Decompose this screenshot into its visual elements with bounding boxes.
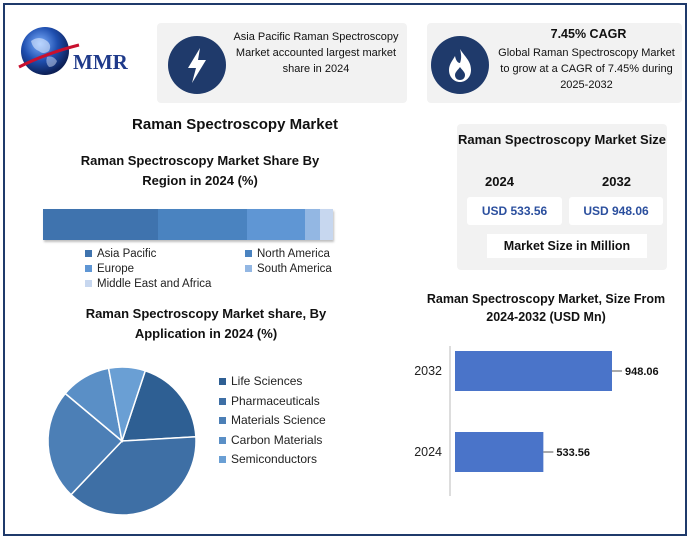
market-size-title: Raman Spectroscopy Market Size bbox=[457, 132, 667, 147]
legend-label: Materials Science bbox=[231, 413, 326, 427]
market-size-note: Market Size in Million bbox=[487, 234, 647, 258]
pie-legend-semiconductors: Semiconductors bbox=[219, 452, 317, 466]
size-bar-chart: 2032 948.06 2024 533.56 bbox=[414, 346, 659, 496]
category-label-2024: 2024 bbox=[414, 445, 442, 459]
category-label-2032: 2032 bbox=[414, 364, 442, 378]
logo-text: MMR bbox=[73, 50, 128, 74]
region-legend-asia-pacific: Asia Pacific bbox=[85, 248, 156, 260]
legend-label: Asia Pacific bbox=[97, 248, 157, 260]
legend-swatch bbox=[219, 436, 226, 444]
size-bar-2032 bbox=[455, 351, 612, 391]
pie-slice-materials-science bbox=[47, 392, 124, 496]
globe-logo-icon bbox=[18, 27, 80, 75]
application-pie-chart bbox=[47, 366, 197, 516]
legend-label: Europe bbox=[97, 263, 135, 275]
main-title: Raman Spectroscopy Market bbox=[132, 116, 338, 133]
flame-icon bbox=[431, 36, 489, 94]
cagr-card: 7.45% CAGR Global Raman Spectroscopy Mar… bbox=[427, 23, 682, 103]
value-2024-pill: USD 533.56 bbox=[467, 197, 562, 225]
application-chart-title: Raman Spectroscopy Market share, By Appl… bbox=[85, 306, 327, 341]
legend-swatch bbox=[219, 417, 226, 425]
pie-slice-life-sciences bbox=[120, 369, 197, 442]
legend-swatch bbox=[219, 456, 226, 464]
legend-label: Life Sciences bbox=[231, 374, 303, 388]
legend-swatch bbox=[85, 250, 92, 258]
value-2032-pill: USD 948.06 bbox=[569, 197, 663, 225]
pie-legend-pharmaceuticals: Pharmaceuticals bbox=[219, 394, 320, 408]
region-segment-north-america bbox=[158, 209, 248, 240]
region-segment-south-america bbox=[304, 209, 320, 240]
legend-swatch bbox=[245, 265, 252, 273]
cagr-title: 7.45% CAGR bbox=[550, 27, 627, 41]
legend-label: Semiconductors bbox=[231, 452, 318, 466]
pie-slice-semiconductors bbox=[107, 366, 147, 442]
region-segment-asia-pacific bbox=[43, 209, 159, 240]
region-segment-europe bbox=[247, 209, 305, 240]
year-2024-label: 2024 bbox=[485, 174, 514, 189]
region-legend-europe: Europe bbox=[85, 263, 134, 275]
region-legend-middle-east-and-africa: Middle East and Africa bbox=[85, 278, 211, 290]
region-legend-north-america: North America bbox=[245, 248, 330, 260]
pie-legend-life-sciences: Life Sciences bbox=[219, 374, 302, 388]
cagr-text: Global Raman Spectroscopy Market to grow… bbox=[498, 47, 675, 91]
year-2032-label: 2032 bbox=[602, 174, 631, 189]
size-bar-2024 bbox=[455, 432, 544, 472]
region-legend-south-america: South America bbox=[245, 263, 332, 275]
data-label-2024: 533.56 bbox=[556, 447, 590, 459]
legend-swatch bbox=[85, 280, 92, 288]
mmr-logo: MMR bbox=[17, 23, 152, 83]
legend-label: Carbon Materials bbox=[231, 432, 323, 447]
infographic-frame: MMR Asia Pacific Raman Spectroscopy Mark… bbox=[3, 3, 687, 536]
legend-label: Middle East and Africa bbox=[97, 278, 212, 290]
legend-label: North America bbox=[257, 248, 330, 260]
pie-legend-materials-science: Materials Science bbox=[219, 413, 326, 427]
pie-slice-pharmaceuticals bbox=[69, 435, 197, 516]
asia-pacific-card: Asia Pacific Raman Spectroscopy Market a… bbox=[157, 23, 407, 103]
pie-legend-carbon-materials: Carbon Materials bbox=[219, 433, 322, 447]
legend-swatch bbox=[219, 378, 226, 386]
legend-swatch bbox=[85, 265, 92, 273]
legend-swatch bbox=[219, 397, 226, 405]
lightning-bolt-icon bbox=[168, 36, 226, 94]
legend-label: Pharmaceuticals bbox=[231, 393, 320, 408]
legend-swatch bbox=[245, 250, 252, 258]
size-chart-title: Raman Spectroscopy Market, Size From 202… bbox=[426, 292, 666, 324]
region-segment-middle-east-and-africa bbox=[319, 209, 333, 240]
data-label-2032: 948.06 bbox=[625, 366, 659, 378]
asia-pacific-text: Asia Pacific Raman Spectroscopy Market a… bbox=[233, 31, 399, 75]
market-size-box: Raman Spectroscopy Market Size 2024 2032… bbox=[457, 124, 667, 270]
region-chart-title: Raman Spectroscopy Market Share By Regio… bbox=[80, 153, 320, 188]
region-stacked-bar bbox=[43, 209, 333, 240]
legend-label: South America bbox=[257, 263, 332, 275]
